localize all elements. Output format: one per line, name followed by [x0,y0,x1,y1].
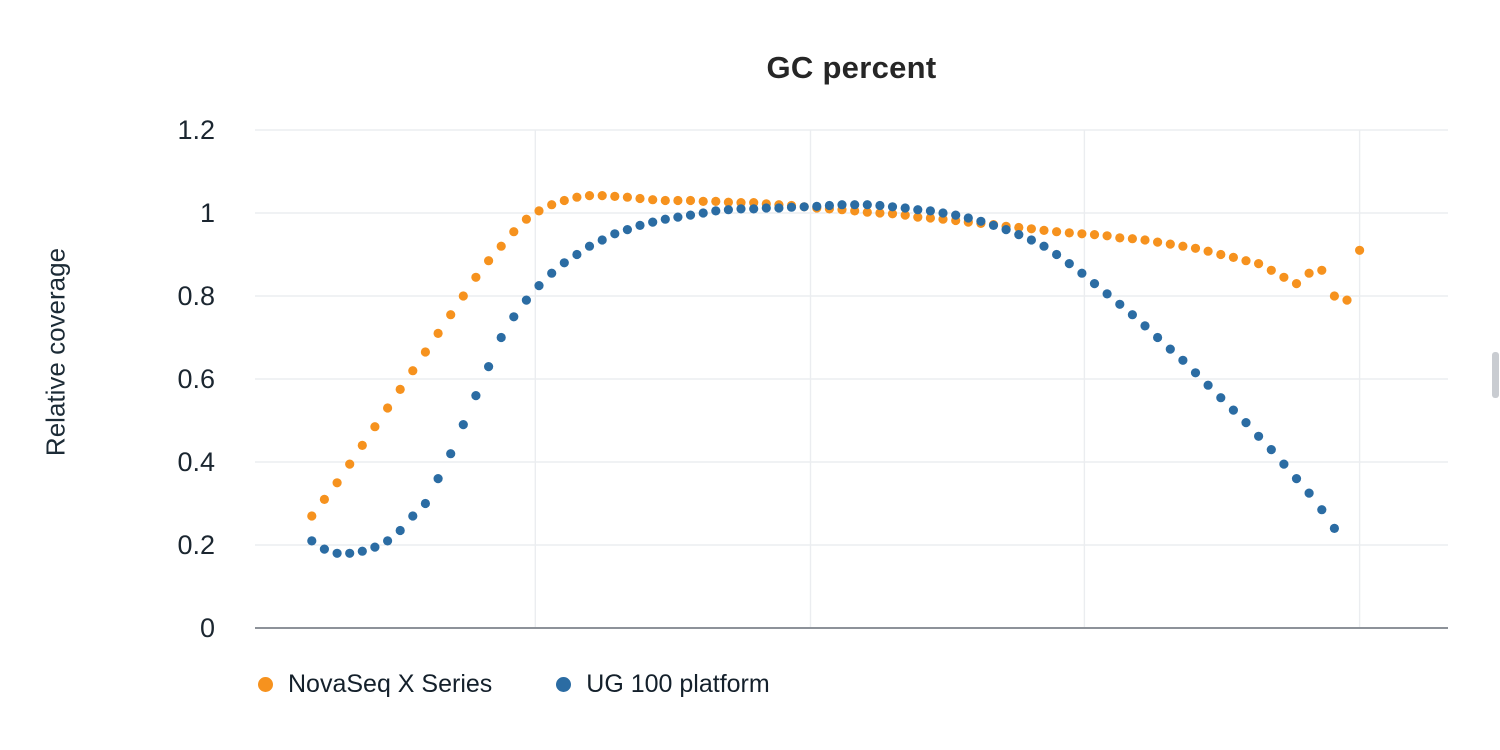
legend-item-novaseq-x-series[interactable]: NovaSeq X Series [258,670,492,699]
svg-text:1.2: 1.2 [177,115,215,145]
svg-text:0: 0 [200,613,215,643]
legend-marker-ug100-icon [556,677,572,692]
svg-text:0.4: 0.4 [177,447,215,477]
legend-label-novaseq: NovaSeq X Series [288,670,493,698]
legend-item-ug-100-platform[interactable]: UG 100 platform [556,670,770,699]
svg-text:0.8: 0.8 [177,281,215,311]
scrollbar-thumb[interactable] [1492,352,1499,398]
legend: NovaSeq X Series UG 100 platform [258,670,770,699]
svg-text:0.2: 0.2 [177,530,215,560]
legend-marker-novaseq-icon [258,677,273,692]
legend-label-ug100: UG 100 platform [586,670,770,698]
svg-text:0.6: 0.6 [177,364,215,394]
chart-title: GC percent [766,50,937,85]
svg-text:1: 1 [200,198,215,228]
